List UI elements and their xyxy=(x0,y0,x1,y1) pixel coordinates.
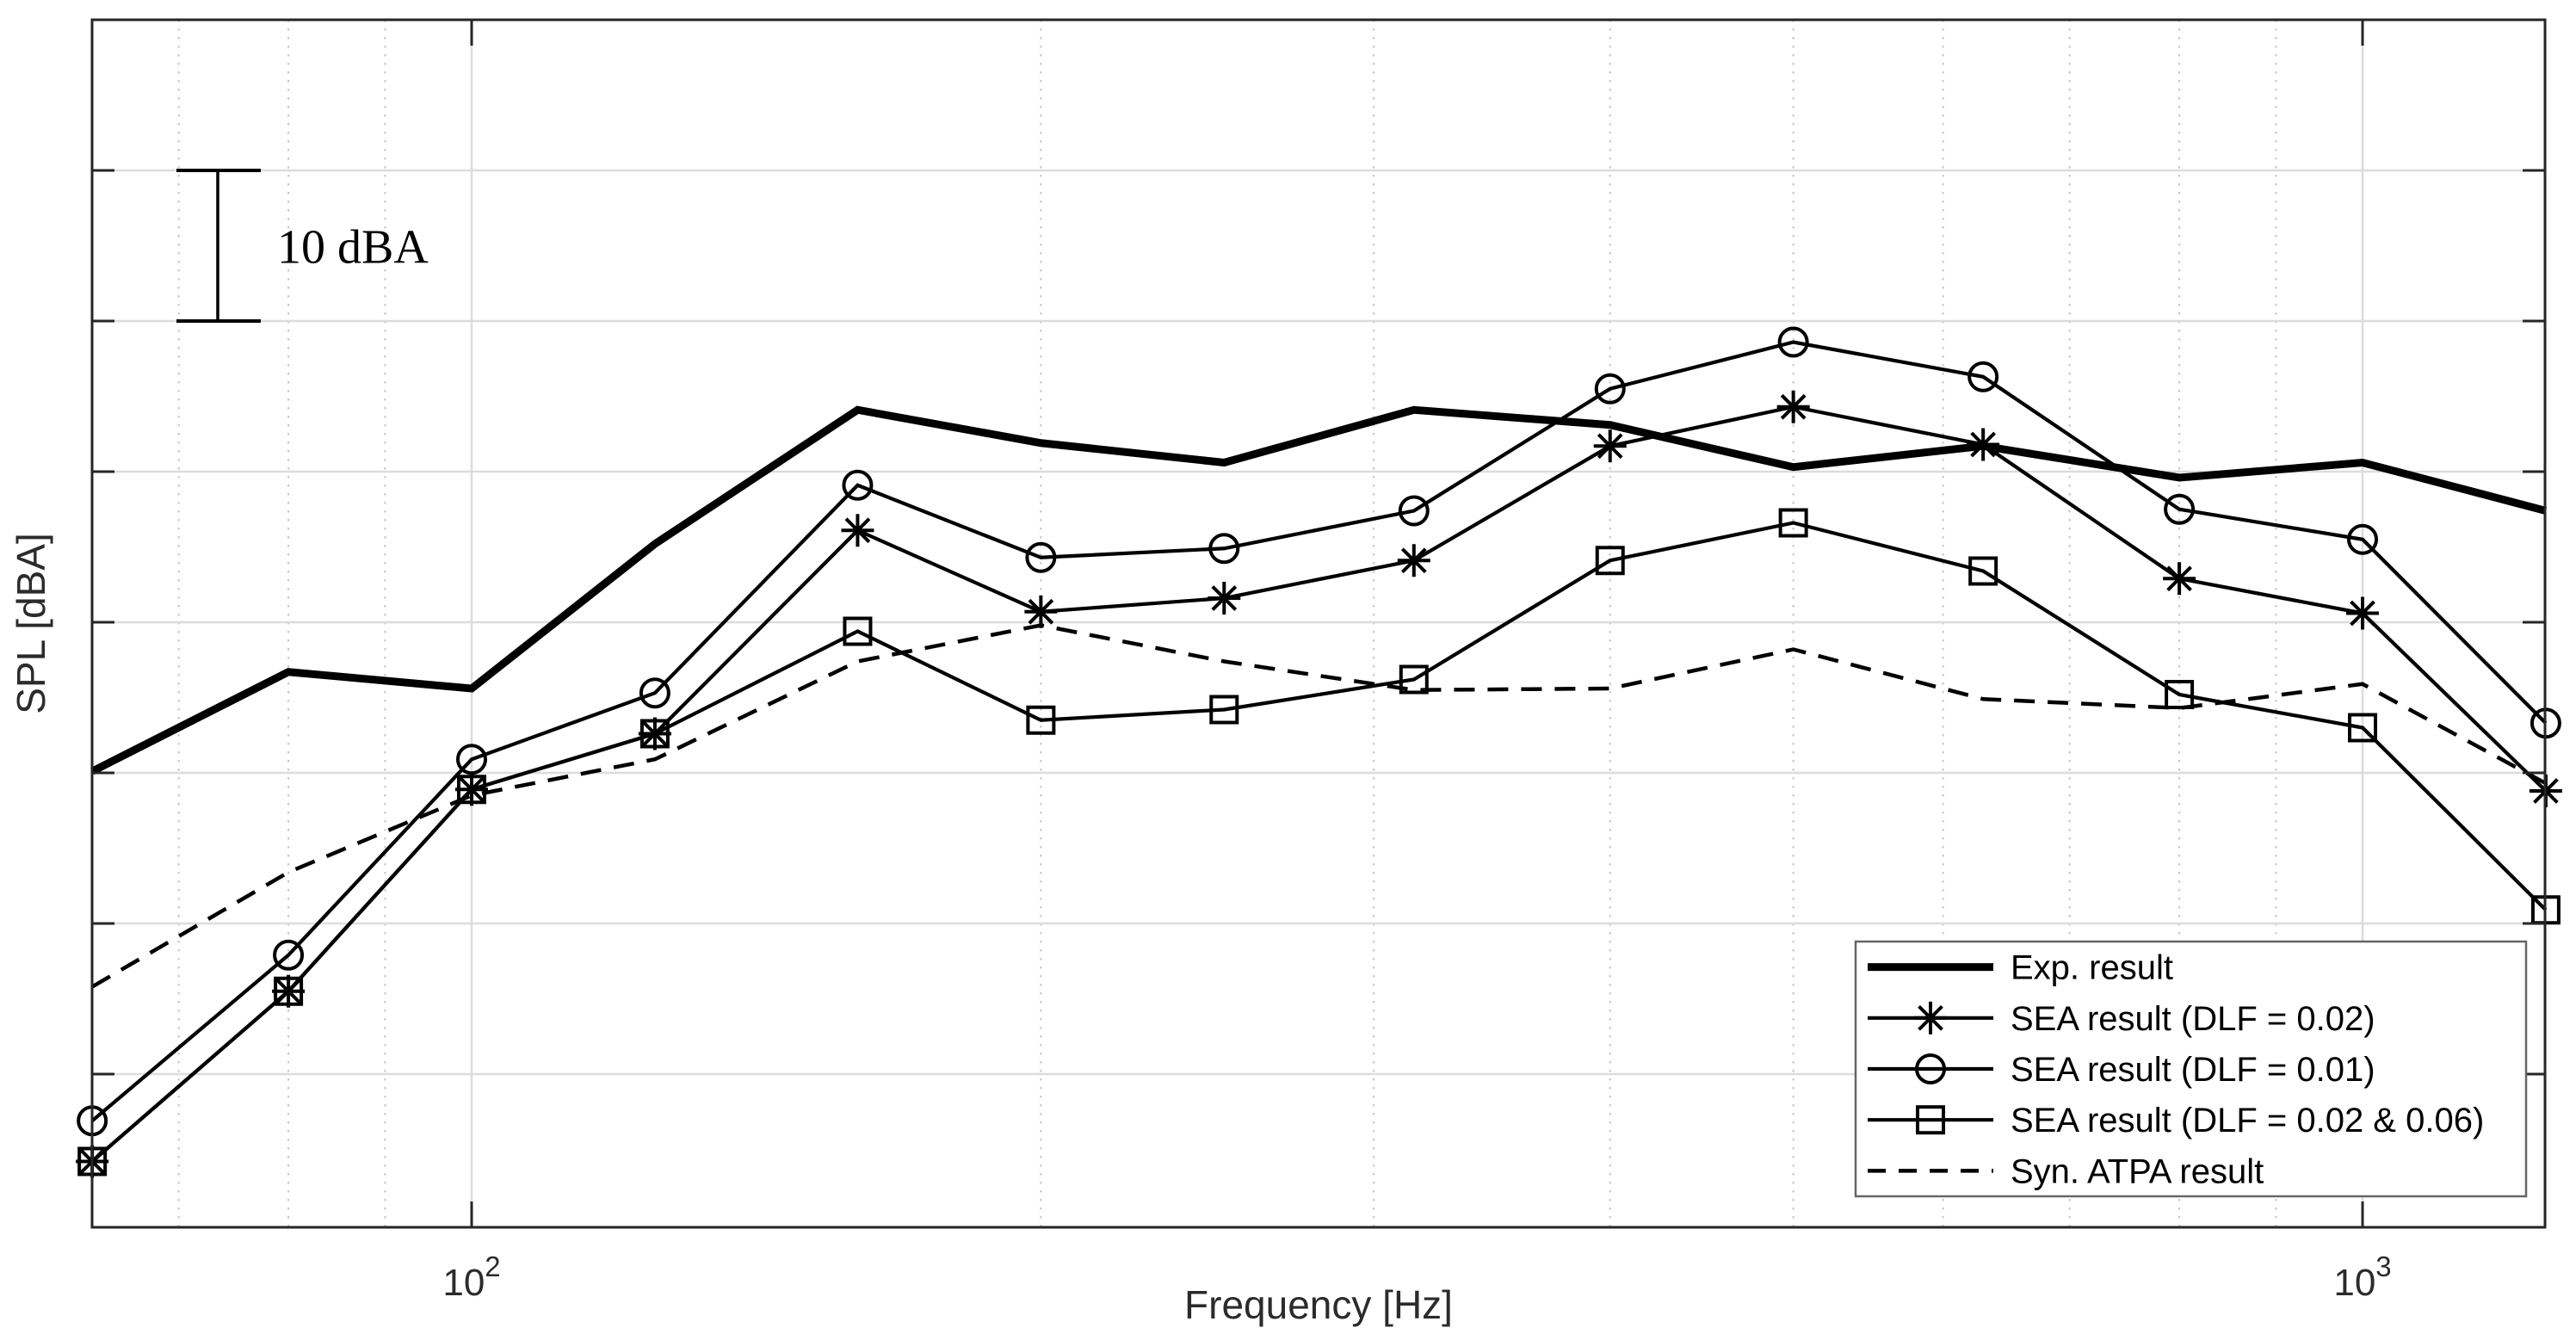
square-marker xyxy=(1968,556,1998,586)
series-line xyxy=(90,405,2548,775)
series-exp-result xyxy=(90,405,2548,775)
y-axis-title: SPL [dBA] xyxy=(9,533,53,714)
asterisk-marker xyxy=(841,514,874,547)
legend: Exp. result SEA result (DLF = 0.02) SEA re… xyxy=(1854,940,2528,1198)
asterisk-stroke xyxy=(1028,598,1054,625)
asterisk-marker xyxy=(1967,428,2000,461)
legend-label: SEA result (DLF = 0.02 & 0.06) xyxy=(2011,1102,2484,1139)
legend-label: SEA result (DLF = 0.02) xyxy=(2011,1000,2375,1038)
legend-item-exp-result: Exp. result xyxy=(1868,949,2173,987)
asterisk-marker xyxy=(2163,562,2196,596)
circle-marker xyxy=(456,744,487,775)
legend-item-syn-atpa-result: Syn. ATPA result xyxy=(1868,1152,2264,1190)
asterisk-marker xyxy=(1024,595,1058,628)
square-marker xyxy=(1778,508,1808,538)
asterisk-marker xyxy=(1914,1001,1947,1034)
scale-bar-label: 10 dBA xyxy=(277,221,429,275)
circle-marker xyxy=(1398,495,1430,527)
legend-item-sea-result-dlf-0-02-0-06: SEA result (DLF = 0.02 & 0.06) xyxy=(1868,1102,2484,1139)
asterisk-stroke xyxy=(1970,431,1996,458)
circle-marker xyxy=(639,677,670,709)
circle-marker xyxy=(2164,493,2196,525)
circle-marker xyxy=(1915,1053,1946,1084)
series-sea-result-dlf-0-01 xyxy=(77,326,2561,1137)
circle-marker xyxy=(273,939,305,971)
asterisk-marker xyxy=(1208,582,1241,615)
square-marker xyxy=(1595,546,1625,576)
x-tick-label: 103 xyxy=(2333,1251,2391,1304)
asterisk-stroke xyxy=(844,517,871,544)
scale-bar: 10 dBA xyxy=(176,169,429,323)
circle-marker xyxy=(1777,326,1809,358)
legend-item-sea-result-dlf-0-01: SEA result (DLF = 0.01) xyxy=(1868,1051,2375,1089)
series-line xyxy=(90,521,2548,1164)
asterisk-marker xyxy=(1776,390,1810,423)
asterisk-marker xyxy=(1397,544,1430,577)
asterisk-stroke xyxy=(1400,547,1427,574)
asterisk-marker xyxy=(2346,596,2379,630)
legend-item-sea-result-dlf-0-02: SEA result (DLF = 0.02) xyxy=(1868,1000,2375,1038)
circle-marker xyxy=(1594,373,1626,405)
x-tick-label: 102 xyxy=(442,1251,500,1304)
square-marker xyxy=(274,976,304,1006)
circle-marker xyxy=(1208,533,1240,565)
legend-label: Syn. ATPA result xyxy=(2011,1152,2264,1190)
square-marker xyxy=(843,616,873,646)
circle-marker xyxy=(1025,541,1057,573)
square-marker xyxy=(1916,1105,1945,1135)
axes-box xyxy=(90,18,2547,1229)
square-marker xyxy=(2165,680,2195,709)
square-marker xyxy=(1399,664,1429,695)
x-axis-title: Frequency [Hz] xyxy=(1184,1282,1453,1327)
circle-marker xyxy=(842,469,874,501)
series-line xyxy=(90,340,2548,1122)
series-sea-result-dlf-0-02-0-06 xyxy=(77,508,2561,1177)
series-line xyxy=(91,623,2547,989)
asterisk-stroke xyxy=(2350,600,2375,627)
legend-label: SEA result (DLF = 0.01) xyxy=(2011,1051,2375,1089)
asterisk-stroke xyxy=(2166,565,2192,592)
asterisk-stroke xyxy=(1597,433,1623,460)
data-series xyxy=(76,326,2562,1178)
square-marker xyxy=(457,775,486,805)
series-syn-atpa-result xyxy=(91,623,2547,989)
square-marker xyxy=(1209,695,1239,725)
square-marker xyxy=(639,719,670,749)
legend-label: Exp. result xyxy=(2011,949,2173,987)
asterisk-marker xyxy=(1593,429,1627,463)
square-marker xyxy=(2348,713,2377,743)
circle-marker xyxy=(1968,361,1999,392)
asterisk-stroke xyxy=(1211,585,1238,611)
circle-marker xyxy=(2347,523,2378,555)
square-marker xyxy=(1026,705,1056,735)
axis-labels: 102 103 Frequency [Hz] SPL [dBA] xyxy=(9,533,2392,1327)
asterisk-stroke xyxy=(1780,393,1807,420)
asterisk-stroke xyxy=(1918,1004,1943,1031)
